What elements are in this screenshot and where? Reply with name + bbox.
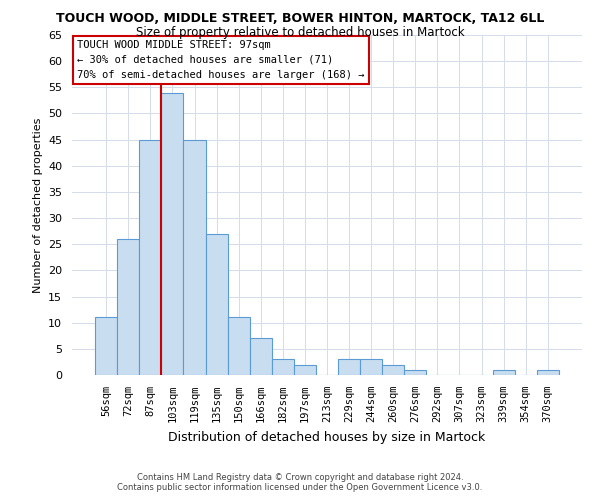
Bar [117,239,139,375]
Text: Contains HM Land Registry data © Crown copyright and database right 2024.
Contai: Contains HM Land Registry data © Crown c… [118,473,482,492]
Bar [250,338,272,375]
Bar [382,364,404,375]
Bar [404,370,427,375]
Bar [139,140,161,375]
X-axis label: Distribution of detached houses by size in Martock: Distribution of detached houses by size … [169,430,485,444]
Bar [493,370,515,375]
Bar [227,318,250,375]
Y-axis label: Number of detached properties: Number of detached properties [32,118,43,292]
Text: TOUCH WOOD, MIDDLE STREET, BOWER HINTON, MARTOCK, TA12 6LL: TOUCH WOOD, MIDDLE STREET, BOWER HINTON,… [56,12,544,26]
Bar [537,370,559,375]
Text: Size of property relative to detached houses in Martock: Size of property relative to detached ho… [136,26,464,39]
Bar [338,360,360,375]
Text: TOUCH WOOD MIDDLE STREET: 97sqm
← 30% of detached houses are smaller (71)
70% of: TOUCH WOOD MIDDLE STREET: 97sqm ← 30% of… [77,40,365,80]
Bar [95,318,117,375]
Bar [161,92,184,375]
Bar [294,364,316,375]
Bar [206,234,227,375]
Bar [360,360,382,375]
Bar [272,360,294,375]
Bar [184,140,206,375]
